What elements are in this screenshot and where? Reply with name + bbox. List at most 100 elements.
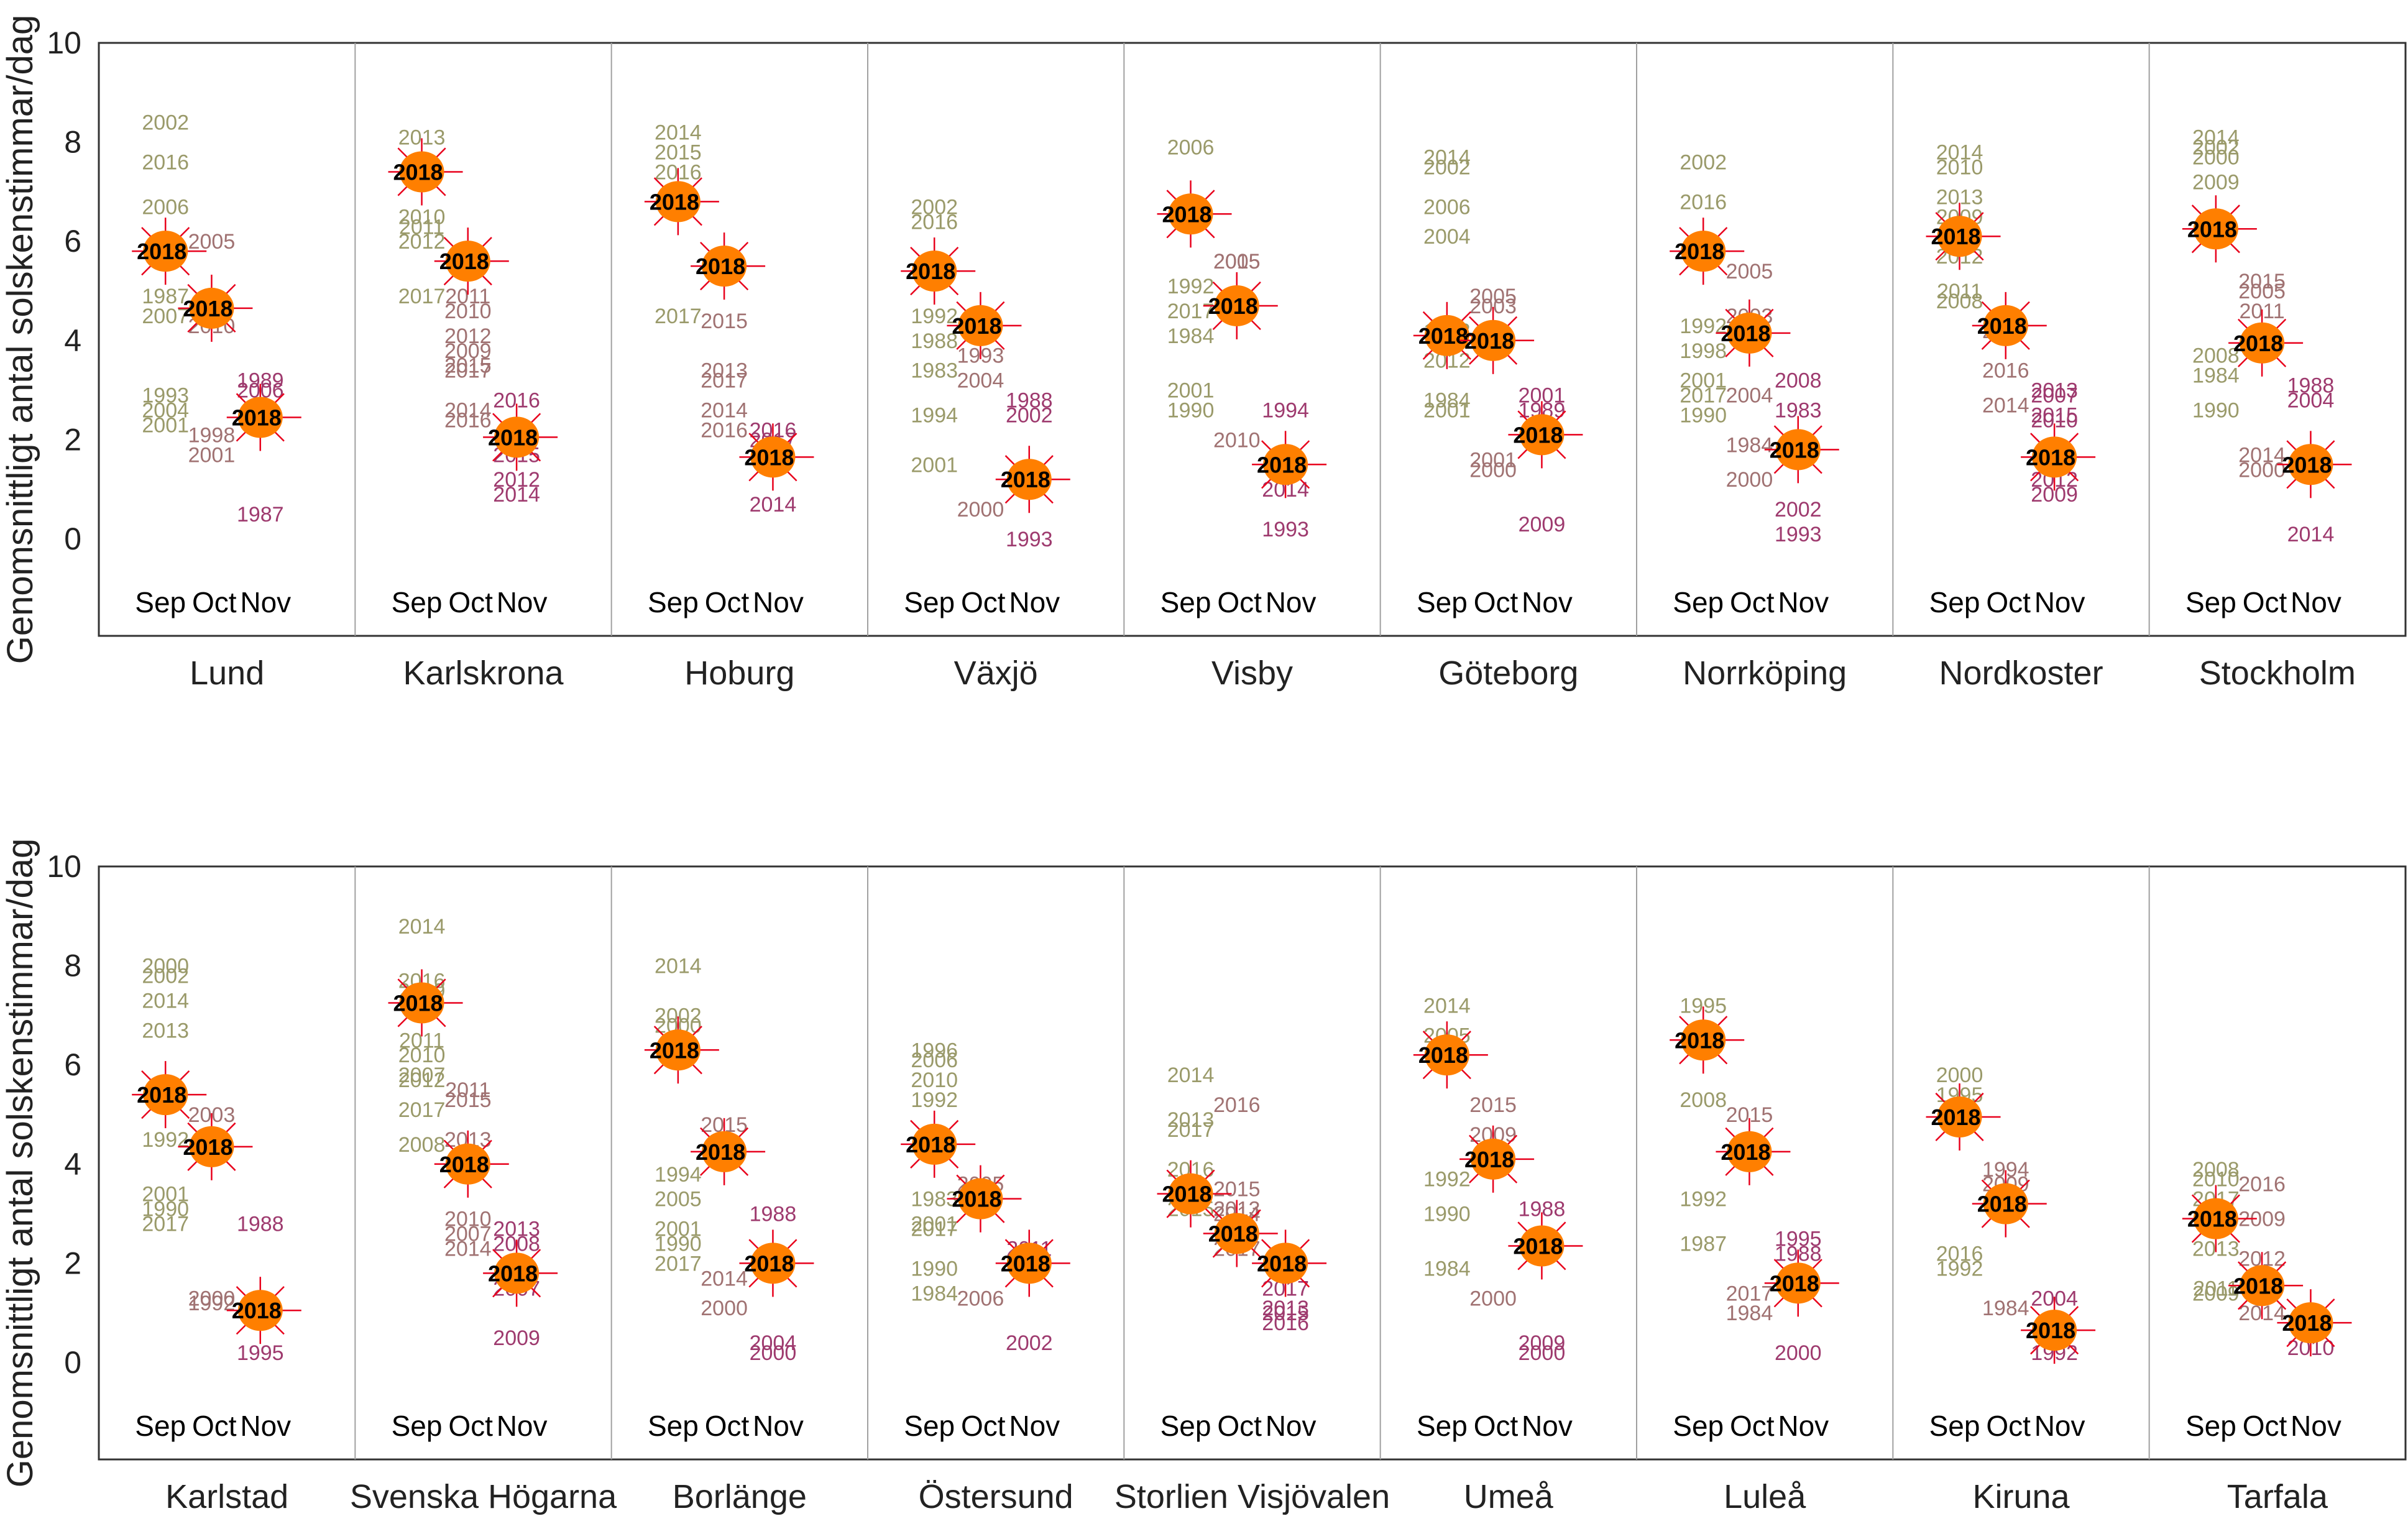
year-label: 2007 [398,1063,446,1087]
sun-marker-2018: 2018 [1764,416,1839,484]
sun-marker-2018: 2018 [132,218,207,285]
year-label: 2014 [701,399,748,423]
sun-disc [912,250,957,292]
month-label: Nov [1009,1410,1060,1442]
year-label: 1993 [142,384,189,408]
sun-disc [750,1243,796,1284]
y-tick-label: 8 [64,125,81,160]
sun-marker-2018: 2018 [947,292,1022,359]
sun-disc [1424,315,1469,356]
month-label: Oct [1217,1410,1262,1442]
year-label: 2008 [2192,1158,2240,1182]
year-label: 1990 [1167,399,1215,423]
year-label: 2016 [911,210,958,234]
year-label: 1992 [1936,1257,1983,1280]
highlight-year-label: 2018 [1464,1147,1514,1172]
sun-disc [2288,1302,2333,1344]
year-label: 2006 [142,195,189,219]
year-label: 1988 [237,1213,284,1236]
year-label: 2017 [1167,1118,1215,1142]
y-tick-label: 8 [64,949,81,983]
month-label: Oct [705,1410,750,1442]
year-label: 2015 [2031,404,2078,428]
month-label: Sep [904,586,955,618]
year-label: 2012 [444,324,492,348]
sun-marker-2018: 2018 [178,274,253,342]
year-label: 1990 [1680,404,1727,428]
year-label: 2000 [2192,146,2240,170]
station-name: Luleå [1724,1478,1806,1515]
year-label: 2014 [2287,523,2335,546]
year-label: 2006 [957,1287,1004,1310]
year-label: 2008 [1775,369,1822,393]
year-label: 2005 [1213,250,1261,273]
year-label: 1992 [1680,1188,1727,1211]
year-label: 2006 [1167,136,1215,160]
y-tick-label: 4 [64,1147,81,1182]
sun-disc [1775,1262,1821,1304]
y-tick-label: 6 [64,224,81,259]
sun-disc [399,982,444,1024]
highlight-year-label: 2018 [1977,313,2027,339]
year-label: 1992 [1423,1168,1471,1192]
sun-disc [494,416,540,458]
year-label: 2014 [750,493,797,517]
highlight-year-label: 2018 [1977,1192,2027,1217]
year-label: 2016 [1262,1312,1309,1335]
year-label: 2000 [188,1287,236,1310]
highlight-year-label: 2018 [650,1037,699,1063]
station-name: Visby [1211,655,1293,692]
sun-disc [1983,305,2028,346]
year-label: 1984 [1167,324,1215,348]
year-label: 1987 [237,503,284,526]
year-label: 1995 [1775,1228,1822,1251]
sun-disc [2240,322,2285,364]
sun-marker-2018: 2018 [739,1229,814,1297]
year-label: 2016 [1982,359,2029,383]
sun-disc [1263,1243,1308,1284]
highlight-year-label: 2018 [2233,331,2283,356]
month-label: Nov [1522,586,1573,618]
sun-marker-2018: 2018 [226,384,301,451]
sun-disc [1424,1034,1469,1076]
year-label: 2016 [701,418,748,442]
sun-disc [1168,1173,1213,1215]
year-label: 2008 [398,1133,446,1157]
month-label: Sep [648,1410,699,1442]
month-label: Nov [2034,586,2085,618]
year-label: 2006 [1423,195,1471,219]
month-label: Sep [1417,1410,1468,1442]
highlight-year-label: 2018 [1257,452,1307,477]
sun-marker-2018: 2018 [434,227,509,295]
year-label: 1998 [188,423,236,447]
month-label: Oct [448,586,493,618]
month-label: Oct [192,586,237,618]
sun-disc [750,436,796,478]
highlight-year-label: 2018 [650,189,699,214]
year-label: 2017 [655,305,702,328]
year-label: 1994 [1262,399,1309,423]
year-label: 2014 [701,1267,748,1290]
sun-marker-2018: 2018 [1203,272,1278,339]
year-label: 1994 [655,1163,702,1187]
highlight-year-label: 2018 [393,990,443,1016]
year-label: 2009 [1519,1331,1566,1355]
highlight-year-label: 2018 [2282,452,2332,477]
sun-disc [445,241,490,282]
year-label: 2016 [444,408,492,432]
highlight-year-label: 2018 [1208,293,1258,319]
sun-marker-2018: 2018 [1972,1170,2047,1238]
month-label: Sep [135,1410,186,1442]
highlight-year-label: 2018 [439,1152,489,1177]
month-label: Sep [135,586,186,618]
highlight-year-label: 2018 [696,254,745,279]
month-label: Sep [1673,586,1724,618]
year-label: 1990 [911,1257,958,1280]
year-label: 2016 [142,151,189,175]
sun-marker-2018: 2018 [1926,1083,2001,1151]
sun-marker-2018: 2018 [739,423,814,491]
year-label: 2013 [142,1019,189,1042]
sun-marker-2018: 2018 [901,237,976,305]
